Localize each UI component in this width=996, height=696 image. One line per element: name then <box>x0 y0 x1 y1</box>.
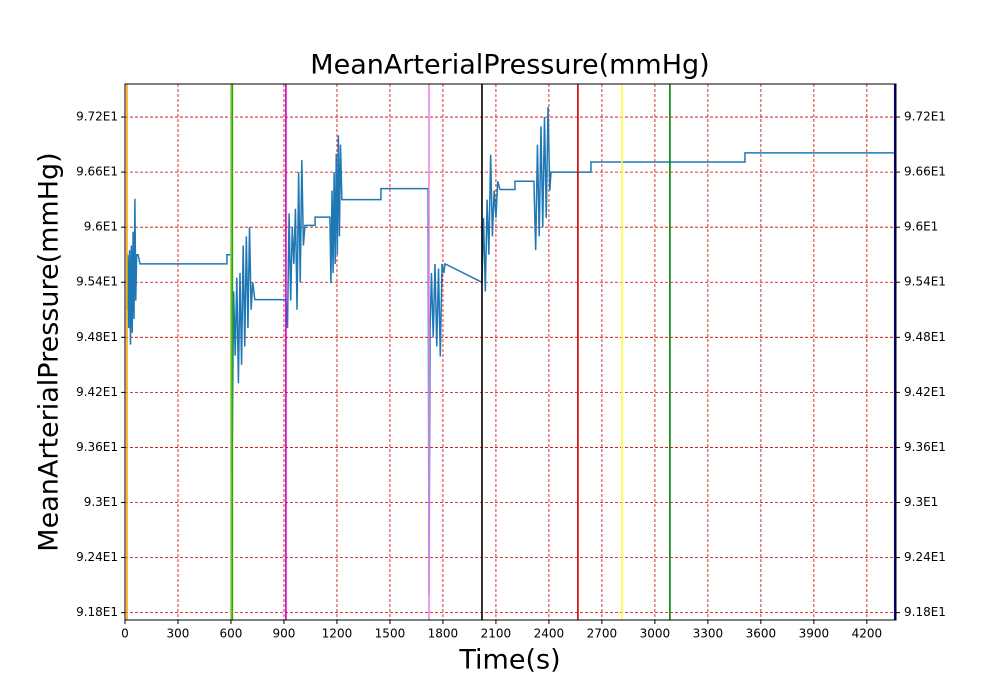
y-tick-label: 9.24E1 <box>76 550 118 564</box>
y-tick-label: 9.36E1 <box>76 440 118 454</box>
y-tick-label: 9.18E1 <box>76 605 118 619</box>
x-tick-label: 900 <box>273 627 296 641</box>
x-tick-label: 2400 <box>534 627 565 641</box>
x-tick-label: 1500 <box>375 627 406 641</box>
y-tick-label: 9.48E1 <box>76 330 118 344</box>
y-tick-label: 9.42E1 <box>76 385 118 399</box>
x-tick-label: 2700 <box>587 627 618 641</box>
y2-tick-label: 9.72E1 <box>904 110 946 124</box>
x-tick-label: 600 <box>220 627 243 641</box>
y2-tick-label: 9.48E1 <box>904 330 946 344</box>
x-tick-label: 300 <box>167 627 190 641</box>
data-line <box>126 106 896 595</box>
x-tick-label: 3600 <box>746 627 777 641</box>
y2-tick-label: 9.66E1 <box>904 165 946 179</box>
y2-tick-label: 9.42E1 <box>904 385 946 399</box>
y2-tick-label: 9.24E1 <box>904 550 946 564</box>
chart-title: MeanArterialPressure(mmHg) <box>310 50 709 81</box>
x-tick-label: 1200 <box>322 627 353 641</box>
y-tick-label: 9.6E1 <box>84 220 118 234</box>
y2-tick-label: 9.18E1 <box>904 605 946 619</box>
y-tick-label: 9.3E1 <box>84 495 118 509</box>
x-axis-label: Time(s) <box>458 645 560 676</box>
x-tick-label: 4200 <box>852 627 883 641</box>
x-tick-label: 0 <box>121 627 129 641</box>
y2-tick-label: 9.36E1 <box>904 440 946 454</box>
x-tick-label: 1800 <box>428 627 459 641</box>
x-tick-label: 3900 <box>799 627 830 641</box>
y-axis-label: MeanArterialPressure(mmHg) <box>34 152 65 551</box>
y2-tick-label: 9.6E1 <box>904 220 938 234</box>
x-tick-label: 2100 <box>481 627 512 641</box>
x-tick-label: 3000 <box>640 627 671 641</box>
y2-tick-label: 9.3E1 <box>904 495 938 509</box>
y2-tick-label: 9.54E1 <box>904 275 946 289</box>
y-tick-label: 9.72E1 <box>76 110 118 124</box>
y-tick-label: 9.54E1 <box>76 275 118 289</box>
plot-frame <box>124 83 897 621</box>
x-tick-label: 3300 <box>693 627 724 641</box>
y-tick-label: 9.66E1 <box>76 165 118 179</box>
